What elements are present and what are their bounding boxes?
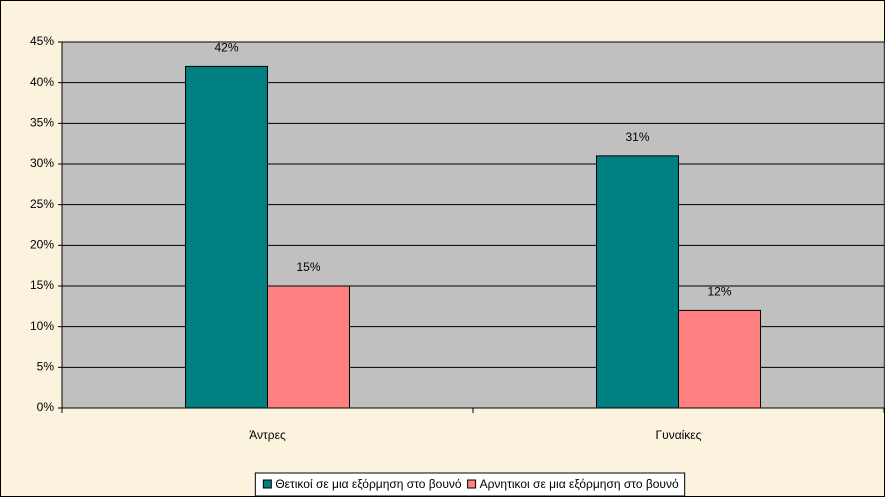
data-label: 15% xyxy=(296,260,320,274)
y-tick-label: 5% xyxy=(37,360,55,374)
bar xyxy=(267,285,350,409)
data-label: 12% xyxy=(707,285,731,299)
data-label: 31% xyxy=(625,130,649,144)
x-tick-label: Γυναίκες xyxy=(656,428,702,442)
bar xyxy=(596,155,679,409)
legend: Θετικοί σε μια εξόρμηση στο βουνό Αρνητικ… xyxy=(254,472,686,497)
y-tick-label: 0% xyxy=(37,400,55,414)
y-tick-label: 45% xyxy=(30,34,54,48)
legend-swatch xyxy=(262,479,272,489)
y-tick-label: 20% xyxy=(30,238,54,252)
y-tick-label: 10% xyxy=(30,319,54,333)
bar xyxy=(678,309,761,409)
y-tick-label: 30% xyxy=(30,156,54,170)
legend-swatch xyxy=(467,479,477,489)
y-tick-label: 15% xyxy=(30,278,54,292)
bar xyxy=(185,65,268,409)
y-tick-label: 35% xyxy=(30,116,54,130)
legend-label: Αρνητικοι σε μια εξόρμηση στο βουνό xyxy=(480,477,679,491)
x-tick-label: Άντρες xyxy=(249,428,286,442)
legend-label: Θετικοί σε μια εξόρμηση στο βουνό xyxy=(275,477,462,491)
y-tick-label: 25% xyxy=(30,197,54,211)
y-tick-label: 40% xyxy=(30,75,54,89)
data-label: 42% xyxy=(214,41,238,55)
